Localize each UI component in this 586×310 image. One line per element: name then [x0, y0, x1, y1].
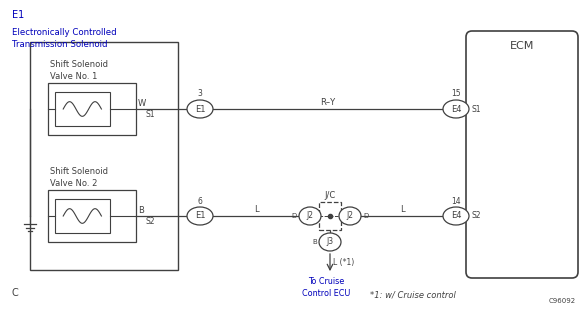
Text: B: B	[312, 239, 317, 245]
Ellipse shape	[319, 233, 341, 251]
Text: *1: w/ Cruise control: *1: w/ Cruise control	[370, 291, 456, 300]
Ellipse shape	[443, 207, 469, 225]
Text: L: L	[254, 205, 258, 214]
Text: ECM: ECM	[510, 41, 534, 51]
Text: S1: S1	[146, 110, 155, 119]
Ellipse shape	[339, 207, 361, 225]
Text: J2: J2	[346, 211, 353, 220]
Bar	[48, 83, 136, 135]
Bar	[30, 42, 178, 270]
Text: S2: S2	[146, 217, 155, 226]
Bar	[48, 190, 136, 242]
Text: R–Y: R–Y	[321, 98, 336, 107]
Text: B: B	[138, 206, 144, 215]
Ellipse shape	[187, 207, 213, 225]
Text: E1: E1	[195, 104, 205, 113]
Bar	[319, 202, 341, 230]
Text: J/C: J/C	[325, 191, 336, 200]
FancyBboxPatch shape	[466, 31, 578, 278]
Text: C: C	[12, 288, 19, 298]
Text: Shift Solenoid
Valve No. 1: Shift Solenoid Valve No. 1	[50, 60, 108, 81]
Text: 3: 3	[197, 90, 202, 99]
Text: E4: E4	[451, 104, 461, 113]
Text: E4: E4	[451, 211, 461, 220]
Text: L: L	[400, 205, 404, 214]
Text: D: D	[363, 213, 368, 219]
Text: L (*1): L (*1)	[333, 258, 355, 267]
Text: To Cruise
Control ECU: To Cruise Control ECU	[302, 277, 350, 298]
Ellipse shape	[299, 207, 321, 225]
Ellipse shape	[443, 100, 469, 118]
Text: 15: 15	[451, 90, 461, 99]
Text: 6: 6	[197, 197, 202, 206]
Text: Electronically Controlled
Transmission Solenoid: Electronically Controlled Transmission S…	[12, 28, 117, 49]
Text: S2: S2	[471, 211, 481, 220]
Ellipse shape	[187, 100, 213, 118]
Text: E1: E1	[195, 211, 205, 220]
Bar	[55, 199, 110, 232]
Text: 14: 14	[451, 197, 461, 206]
Text: Shift Solenoid
Valve No. 2: Shift Solenoid Valve No. 2	[50, 167, 108, 188]
Text: J2: J2	[306, 211, 314, 220]
Text: E1: E1	[12, 10, 24, 20]
Text: D: D	[292, 213, 297, 219]
Text: W: W	[138, 99, 146, 108]
Text: J3: J3	[326, 237, 333, 246]
Bar	[55, 92, 110, 126]
Text: C96092: C96092	[549, 298, 576, 304]
Text: S1: S1	[471, 104, 481, 113]
